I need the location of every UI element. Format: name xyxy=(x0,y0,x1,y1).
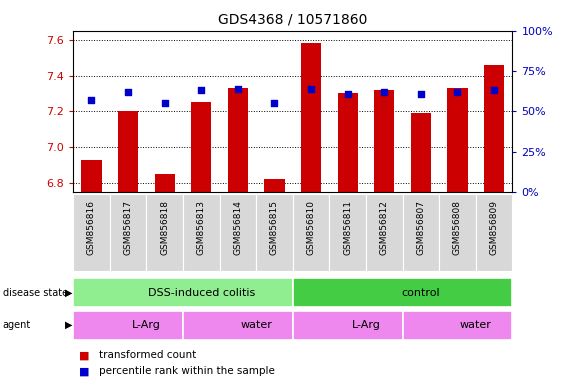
Bar xyxy=(256,194,293,271)
Point xyxy=(87,97,96,103)
Bar xyxy=(293,311,403,340)
Text: DSS-induced colitis: DSS-induced colitis xyxy=(148,288,255,298)
Point xyxy=(160,100,169,106)
Bar xyxy=(301,43,321,192)
Text: GSM856816: GSM856816 xyxy=(87,200,96,255)
Point xyxy=(234,86,243,92)
Point xyxy=(123,89,133,95)
Bar xyxy=(228,88,248,192)
Point xyxy=(343,91,352,97)
Bar xyxy=(155,174,175,192)
Point xyxy=(197,87,206,93)
Bar xyxy=(183,194,220,271)
Text: ▶: ▶ xyxy=(65,320,72,330)
Point xyxy=(489,87,499,93)
Text: GSM856809: GSM856809 xyxy=(490,200,498,255)
Text: L-Arg: L-Arg xyxy=(132,320,161,331)
Point xyxy=(270,100,279,106)
Bar xyxy=(146,194,183,271)
Bar xyxy=(403,194,439,271)
Bar xyxy=(73,311,183,340)
Text: ■: ■ xyxy=(79,366,90,376)
Bar xyxy=(293,194,329,271)
Bar xyxy=(82,160,101,192)
Bar xyxy=(118,111,138,192)
Text: ▶: ▶ xyxy=(65,288,72,298)
Bar xyxy=(265,179,284,192)
Text: agent: agent xyxy=(3,320,31,330)
Bar xyxy=(439,194,476,271)
Text: GSM856817: GSM856817 xyxy=(124,200,132,255)
Point xyxy=(306,86,315,92)
Text: water: water xyxy=(460,320,491,331)
Text: GSM856813: GSM856813 xyxy=(197,200,205,255)
Bar xyxy=(411,113,431,192)
Text: water: water xyxy=(240,320,272,331)
Bar xyxy=(403,311,512,340)
Text: ■: ■ xyxy=(79,350,90,360)
Bar xyxy=(73,194,110,271)
Text: GSM856808: GSM856808 xyxy=(453,200,462,255)
Text: control: control xyxy=(401,288,440,298)
Title: GDS4368 / 10571860: GDS4368 / 10571860 xyxy=(218,13,368,27)
Text: GSM856814: GSM856814 xyxy=(234,200,242,255)
Bar xyxy=(293,278,512,307)
Point xyxy=(417,91,426,97)
Text: transformed count: transformed count xyxy=(99,350,196,360)
Bar xyxy=(338,93,358,192)
Bar xyxy=(448,88,467,192)
Bar xyxy=(220,194,256,271)
Text: disease state: disease state xyxy=(3,288,68,298)
Bar xyxy=(191,103,211,192)
Point xyxy=(453,89,462,95)
Text: GSM856815: GSM856815 xyxy=(270,200,279,255)
Bar xyxy=(374,90,394,192)
Bar xyxy=(366,194,403,271)
Bar xyxy=(110,194,146,271)
Bar xyxy=(484,65,504,192)
Text: percentile rank within the sample: percentile rank within the sample xyxy=(99,366,274,376)
Bar xyxy=(183,311,293,340)
Text: GSM856812: GSM856812 xyxy=(380,200,388,255)
Bar xyxy=(329,194,366,271)
Text: GSM856818: GSM856818 xyxy=(160,200,169,255)
Text: GSM856810: GSM856810 xyxy=(307,200,315,255)
Bar xyxy=(73,278,293,307)
Text: GSM856811: GSM856811 xyxy=(343,200,352,255)
Point xyxy=(379,89,388,95)
Bar xyxy=(476,194,512,271)
Text: L-Arg: L-Arg xyxy=(351,320,381,331)
Text: GSM856807: GSM856807 xyxy=(417,200,425,255)
